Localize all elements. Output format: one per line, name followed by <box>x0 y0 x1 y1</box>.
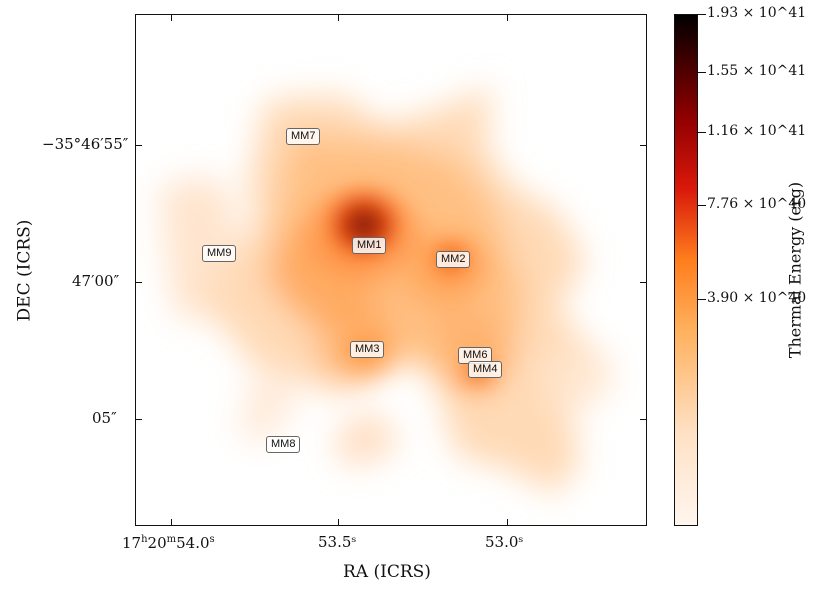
right-y-tick-2 <box>640 282 647 283</box>
right-y-tick-1 <box>640 145 647 146</box>
top-x-tick-3 <box>507 14 508 21</box>
top-x-tick-1 <box>171 14 172 21</box>
colorbar-label-5: 3.90 × 10^40 <box>707 290 807 306</box>
x-tick-label-3: 53.0ˢ <box>485 533 524 551</box>
source-label-mm2: MM2 <box>436 251 471 268</box>
heatmap <box>160 85 616 495</box>
colorbar-label-3: 1.16 × 10^41 <box>707 123 807 139</box>
colorbar-tick-2 <box>698 72 706 73</box>
colorbar-tick-3 <box>698 132 706 133</box>
y-tick-label-3: 05″ <box>92 409 117 427</box>
colorbar-label-1: 1.93 × 10^41 <box>707 5 807 21</box>
left-y-tick-2 <box>135 282 142 283</box>
y-tick-label-1: −35°46′55″ <box>42 135 129 153</box>
colorbar-tick-1 <box>698 14 706 15</box>
x-axis-title: RA (ICRS) <box>343 562 431 582</box>
colorbar-label-4: 7.76 × 10^40 <box>707 196 807 212</box>
left-y-tick-3 <box>135 419 142 420</box>
bottom-x-tick-1 <box>171 519 172 526</box>
bottom-x-tick-3 <box>507 519 508 526</box>
y-tick-label-2: 47′00″ <box>72 272 120 290</box>
source-label-mm3: MM3 <box>350 341 385 358</box>
diffuse-emission <box>160 85 616 495</box>
source-label-mm8: MM8 <box>266 436 301 453</box>
source-label-mm4: MM4 <box>468 361 503 378</box>
colorbar-title: Thermal Energy (erg) <box>785 181 805 359</box>
source-label-mm7: MM7 <box>286 128 321 145</box>
plot-area: MM7 MM1 MM9 MM2 MM3 MM6 MM4 MM8 <box>135 14 647 526</box>
colorbar-tick-5 <box>698 299 706 300</box>
source-label-mm1: MM1 <box>352 237 387 254</box>
x-tick-label-2: 53.5ˢ <box>318 533 357 551</box>
colorbar <box>674 14 698 526</box>
colorbar-label-2: 1.55 × 10^41 <box>707 63 807 79</box>
y-axis-title: DEC (ICRS) <box>14 219 35 322</box>
x-tick-label-1: 17h20m54.0s <box>122 534 215 552</box>
top-x-tick-2 <box>338 14 339 21</box>
source-label-mm9: MM9 <box>202 245 237 262</box>
bottom-x-tick-2 <box>338 519 339 526</box>
colorbar-tick-4 <box>698 205 706 206</box>
left-y-tick-1 <box>135 145 142 146</box>
right-y-tick-3 <box>640 419 647 420</box>
